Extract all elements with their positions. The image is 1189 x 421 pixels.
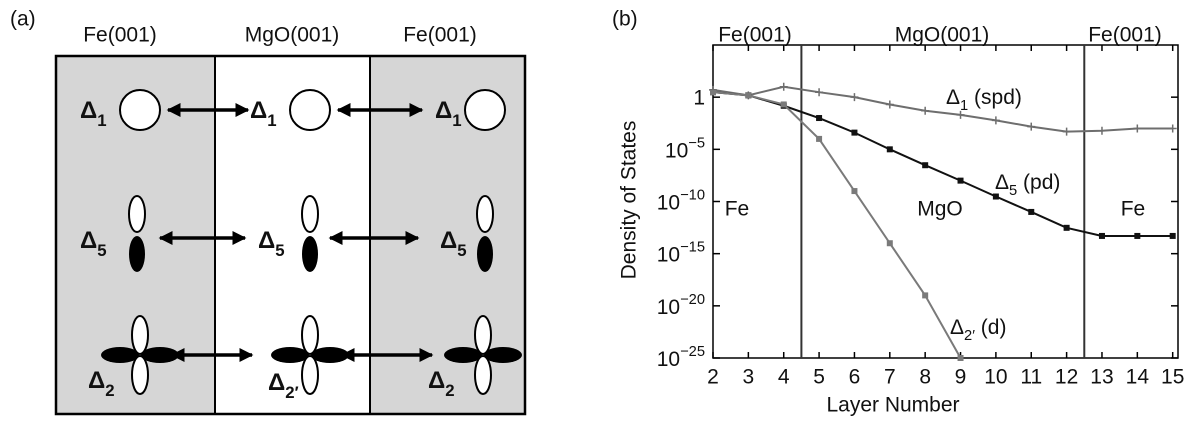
- state-label: Δ2: [428, 367, 455, 400]
- point: [851, 188, 858, 195]
- point: [1168, 124, 1177, 133]
- point: [1134, 232, 1141, 239]
- y-tick-label: 10−10: [657, 187, 705, 214]
- series-label: Δ2′ (d): [950, 316, 1006, 344]
- plot-frame: [712, 44, 1179, 359]
- point: [1062, 127, 1071, 136]
- x-tick-label: 2: [707, 366, 719, 389]
- y-tick-label: 10−5: [665, 135, 705, 162]
- point: [851, 129, 858, 136]
- y-tick-label: 10−20: [657, 292, 705, 319]
- state-label: Δ5: [258, 227, 285, 260]
- x-tick-label: 11: [1020, 366, 1042, 389]
- point: [1169, 232, 1176, 239]
- state-label: Δ5: [80, 227, 107, 260]
- region-label: MgO: [917, 198, 963, 221]
- x-tick-label: 9: [955, 366, 967, 389]
- point: [886, 146, 893, 153]
- point: [922, 292, 929, 299]
- point: [816, 115, 823, 122]
- state-label: Δ2′: [268, 369, 299, 402]
- orbital: [301, 195, 319, 273]
- series-label: Δ5 (pd): [995, 171, 1060, 199]
- region-header: MgO(001): [895, 24, 990, 47]
- series-line: [712, 85, 1173, 133]
- y-tick-label: 1: [693, 87, 705, 110]
- x-tick-label: 3: [743, 366, 755, 389]
- column-header: Fe(001): [403, 24, 477, 47]
- x-tick-label: 4: [778, 366, 790, 389]
- state-label: Δ1: [80, 97, 107, 130]
- y-tick-label: 10−25: [657, 344, 705, 371]
- region-label: Fe: [725, 198, 750, 221]
- state-label: Δ1: [435, 97, 462, 130]
- point: [1133, 124, 1142, 133]
- point: [1027, 122, 1036, 131]
- point: [991, 116, 1000, 125]
- orbital: [289, 89, 331, 131]
- point: [1098, 232, 1105, 239]
- series-line: [712, 91, 1173, 237]
- point: [921, 106, 930, 115]
- point: [779, 82, 788, 91]
- orbital: [464, 89, 506, 131]
- point: [956, 110, 965, 119]
- point: [1063, 224, 1070, 231]
- x-tick-label: 13: [1090, 366, 1113, 389]
- point: [886, 240, 893, 247]
- point: [992, 193, 999, 200]
- x-tick-label: 15: [1161, 366, 1184, 389]
- state-label: Δ1: [250, 97, 277, 130]
- y-axis-label: Density of States: [618, 121, 641, 280]
- point: [957, 355, 964, 361]
- point: [1028, 208, 1035, 215]
- x-tick-label: 10: [984, 366, 1007, 389]
- panel-label: (b): [612, 8, 638, 31]
- orbital: [119, 89, 161, 131]
- series-line: [712, 91, 962, 359]
- state-label: Δ5: [440, 227, 467, 260]
- x-tick-label: 6: [849, 366, 861, 389]
- point: [780, 101, 787, 108]
- panel-label: (a): [10, 8, 36, 31]
- region-header: Fe(001): [718, 24, 792, 47]
- point: [922, 162, 929, 169]
- series-label: Δ1 (spd): [946, 86, 1022, 114]
- point: [745, 92, 752, 99]
- point: [816, 135, 823, 142]
- x-tick-label: 12: [1055, 366, 1078, 389]
- state-label: Δ2: [88, 367, 115, 400]
- diagram-panel: (a) Fe(001) MgO(001) Fe(001) Δ1 Δ5 Δ2 Δ1…: [10, 8, 527, 416]
- point: [885, 100, 894, 109]
- x-tick-label: 5: [813, 366, 825, 389]
- region-label: Fe: [1121, 198, 1146, 221]
- point: [850, 93, 859, 102]
- x-tick-label: 7: [884, 366, 896, 389]
- region-header: Fe(001): [1088, 24, 1162, 47]
- column-header: MgO(001): [245, 24, 340, 47]
- x-tick-label: 8: [919, 366, 931, 389]
- x-tick-label: 14: [1126, 366, 1150, 389]
- point: [710, 89, 716, 96]
- y-tick-label: 10−15: [657, 240, 705, 267]
- point: [957, 177, 964, 184]
- chart-panel: (b) Fe(001) MgO(001) Fe(001) Fe MgO Fe L…: [612, 8, 1162, 417]
- point: [1097, 126, 1106, 135]
- x-axis-label: Layer Number: [826, 394, 959, 417]
- point: [815, 88, 824, 97]
- frame: [54, 54, 527, 416]
- column-header: Fe(001): [83, 24, 157, 47]
